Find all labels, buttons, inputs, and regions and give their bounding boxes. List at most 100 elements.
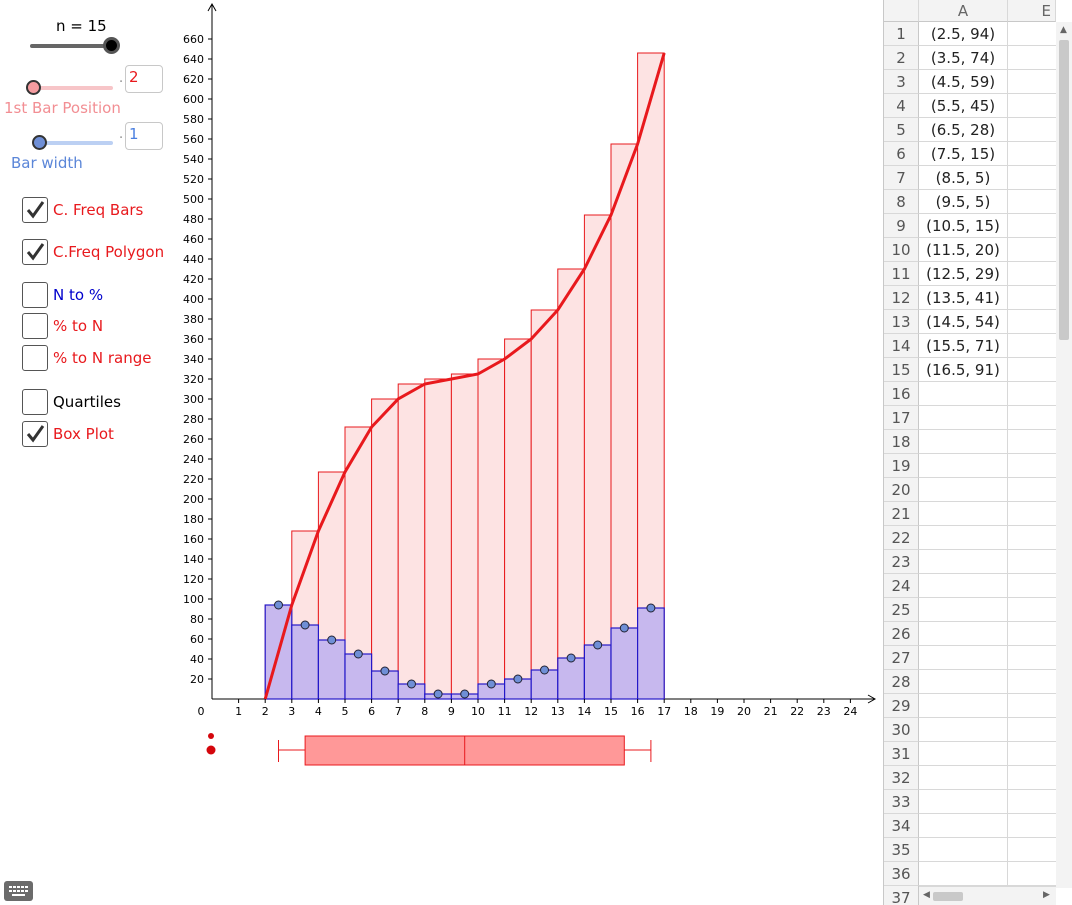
cell-e[interactable] — [1008, 166, 1058, 190]
cell-a[interactable] — [919, 766, 1008, 790]
cell-e[interactable] — [1008, 502, 1058, 526]
cell-e[interactable] — [1008, 742, 1058, 766]
cell-a[interactable]: (12.5, 29) — [919, 262, 1008, 286]
cell-e[interactable] — [1008, 286, 1058, 310]
n-slider-knob[interactable] — [103, 37, 120, 54]
cell-a[interactable]: (9.5, 5) — [919, 190, 1008, 214]
cell-e[interactable] — [1008, 838, 1058, 862]
bar-width-slider-knob[interactable] — [32, 135, 47, 150]
cell-a[interactable]: (15.5, 71) — [919, 334, 1008, 358]
cell-e[interactable] — [1008, 22, 1058, 46]
cell-e[interactable] — [1008, 550, 1058, 574]
cell-a[interactable]: (3.5, 74) — [919, 46, 1008, 70]
first-bar-input[interactable]: 2 — [125, 65, 163, 93]
row-header[interactable]: 16 — [884, 382, 919, 406]
cell-e[interactable] — [1008, 766, 1058, 790]
cell-a[interactable] — [919, 862, 1008, 886]
cell-e[interactable] — [1008, 574, 1058, 598]
cell-e[interactable] — [1008, 718, 1058, 742]
row-header[interactable]: 18 — [884, 430, 919, 454]
row-header[interactable]: 36 — [884, 862, 919, 886]
cell-e[interactable] — [1008, 454, 1058, 478]
cell-a[interactable] — [919, 622, 1008, 646]
cell-e[interactable] — [1008, 190, 1058, 214]
graphics-view[interactable]: 0 1 2 3 4 5 6 7 8 9 10 11 12 13 14 15 16 17 18 19 20 21 22 23 24… — [175, 0, 881, 905]
horizontal-scroll-thumb[interactable] — [933, 892, 963, 901]
row-header[interactable]: 28 — [884, 670, 919, 694]
cell-a[interactable]: (5.5, 45) — [919, 94, 1008, 118]
bar-width-slider-track[interactable] — [33, 141, 113, 145]
row-header[interactable]: 13 — [884, 310, 919, 334]
vertical-scroll-thumb[interactable] — [1059, 40, 1069, 340]
checkbox-0[interactable] — [22, 197, 48, 223]
row-header[interactable]: 37 — [884, 886, 919, 905]
row-header[interactable]: 35 — [884, 838, 919, 862]
cell-a[interactable] — [919, 838, 1008, 862]
cell-a[interactable]: (2.5, 94) — [919, 22, 1008, 46]
cell-e[interactable] — [1008, 142, 1058, 166]
spreadsheet-view[interactable]: A E 1 (2.5, 94) 2 (3.5, 74) 3 (4.5, 59) 4 (5.5,… — [883, 0, 1072, 905]
row-header[interactable]: 27 — [884, 646, 919, 670]
row-header[interactable]: 12 — [884, 286, 919, 310]
checkbox-3[interactable] — [22, 313, 48, 339]
row-header[interactable]: 20 — [884, 478, 919, 502]
first-bar-slider-knob[interactable] — [26, 80, 41, 95]
cell-a[interactable] — [919, 670, 1008, 694]
cell-e[interactable] — [1008, 478, 1058, 502]
cell-e[interactable] — [1008, 94, 1058, 118]
cell-e[interactable] — [1008, 238, 1058, 262]
row-header[interactable]: 2 — [884, 46, 919, 70]
cell-e[interactable] — [1008, 598, 1058, 622]
cell-a[interactable]: (11.5, 20) — [919, 238, 1008, 262]
scroll-up-arrow-icon[interactable]: ▲ — [1060, 25, 1067, 35]
row-header[interactable]: 9 — [884, 214, 919, 238]
cell-e[interactable] — [1008, 406, 1058, 430]
checkbox-4[interactable] — [22, 345, 48, 371]
row-header[interactable]: 17 — [884, 406, 919, 430]
cell-e[interactable] — [1008, 670, 1058, 694]
cell-e[interactable] — [1008, 646, 1058, 670]
cell-a[interactable] — [919, 430, 1008, 454]
row-header[interactable]: 30 — [884, 718, 919, 742]
horizontal-scrollbar[interactable]: ◀ ▶ — [919, 886, 1056, 905]
row-header[interactable]: 19 — [884, 454, 919, 478]
cell-a[interactable] — [919, 598, 1008, 622]
cell-a[interactable] — [919, 454, 1008, 478]
row-header[interactable]: 25 — [884, 598, 919, 622]
row-header[interactable]: 29 — [884, 694, 919, 718]
vertical-scrollbar[interactable]: ▲ — [1056, 22, 1072, 888]
cell-a[interactable]: (6.5, 28) — [919, 118, 1008, 142]
row-header[interactable]: 3 — [884, 70, 919, 94]
row-header[interactable]: 23 — [884, 550, 919, 574]
scroll-right-arrow-icon[interactable]: ▶ — [1043, 890, 1050, 900]
row-header[interactable]: 11 — [884, 262, 919, 286]
row-header[interactable]: 7 — [884, 166, 919, 190]
cell-a[interactable] — [919, 694, 1008, 718]
cell-e[interactable] — [1008, 790, 1058, 814]
cell-a[interactable] — [919, 478, 1008, 502]
cell-e[interactable] — [1008, 310, 1058, 334]
column-header-e[interactable]: E — [1008, 0, 1056, 22]
cell-a[interactable] — [919, 790, 1008, 814]
cell-a[interactable] — [919, 718, 1008, 742]
row-header[interactable]: 21 — [884, 502, 919, 526]
row-header[interactable]: 1 — [884, 22, 919, 46]
cell-a[interactable]: (8.5, 5) — [919, 166, 1008, 190]
corner-cell[interactable] — [884, 0, 919, 22]
cell-a[interactable]: (14.5, 54) — [919, 310, 1008, 334]
cell-a[interactable]: (4.5, 59) — [919, 70, 1008, 94]
cell-a[interactable] — [919, 814, 1008, 838]
checkbox-1[interactable] — [22, 239, 48, 265]
row-header[interactable]: 15 — [884, 358, 919, 382]
cell-e[interactable] — [1008, 526, 1058, 550]
checkbox-6[interactable] — [22, 421, 48, 447]
cell-a[interactable]: (13.5, 41) — [919, 286, 1008, 310]
cell-a[interactable] — [919, 406, 1008, 430]
cell-e[interactable] — [1008, 118, 1058, 142]
row-header[interactable]: 32 — [884, 766, 919, 790]
cell-e[interactable] — [1008, 214, 1058, 238]
cell-a[interactable] — [919, 550, 1008, 574]
column-header-a[interactable]: A — [919, 0, 1008, 22]
cell-a[interactable] — [919, 382, 1008, 406]
checkbox-5[interactable] — [22, 389, 48, 415]
